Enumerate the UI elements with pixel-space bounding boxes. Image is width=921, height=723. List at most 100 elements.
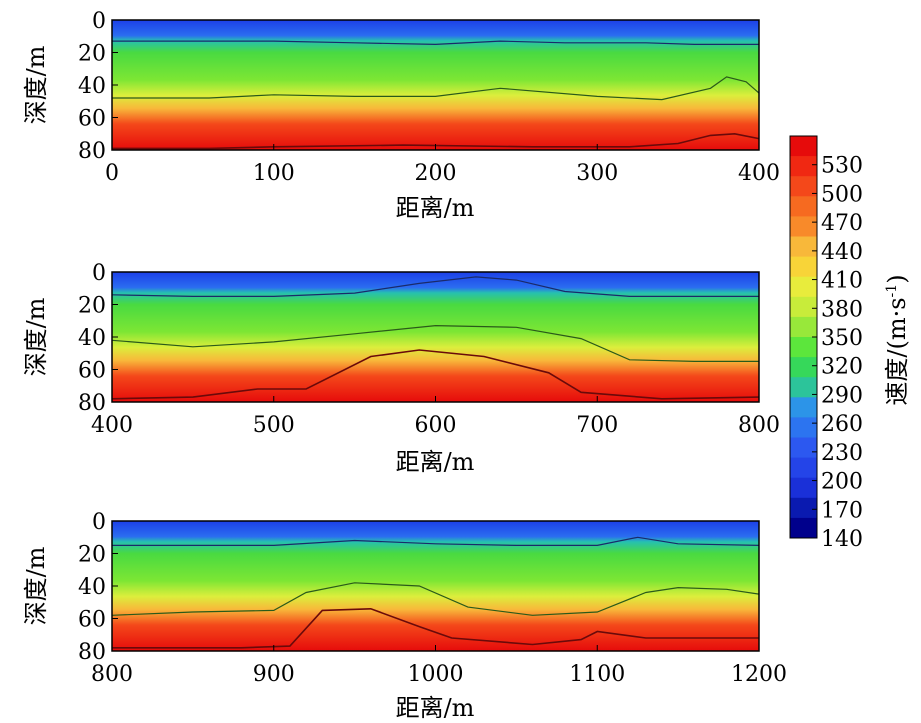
panel-2-contours	[111, 276, 760, 400]
x-tick-label: 400	[91, 413, 133, 438]
colorbar-label-sup: -1	[884, 284, 900, 298]
colorbar-swatch	[790, 357, 817, 378]
x-tick-label: 500	[253, 413, 295, 438]
colorbar-tick-label: 380	[821, 297, 863, 322]
y-tick-label: 60	[78, 359, 106, 384]
colorbar-label: 速度/(m·s-1)	[883, 274, 911, 405]
colorbar-label-close: )	[883, 274, 911, 283]
colorbar-swatch	[790, 477, 817, 499]
x-tick-label: 0	[105, 161, 119, 186]
panel-3-xlabel: 距离/m	[396, 694, 475, 722]
colorbar-swatch	[790, 397, 817, 418]
panel-2: 0 20 40 60 80 400 500 600 700 800 深度/m 距离/m	[22, 261, 780, 476]
colorbar-swatch	[790, 296, 817, 318]
colorbar-swatch	[790, 216, 817, 237]
x-tick-label: 1100	[569, 662, 625, 687]
contour-c1	[112, 40, 759, 46]
x-tick-label: 800	[91, 662, 133, 687]
panel-3-field	[112, 521, 759, 651]
y-tick-label: 20	[78, 294, 106, 319]
colorbar-swatch	[790, 196, 817, 217]
y-tick-label: 80	[78, 391, 106, 416]
panel-3-x-ticks: 800 900 1000 1100 1200	[91, 645, 787, 687]
y-tick-label: 20	[78, 42, 106, 67]
colorbar-swatch	[790, 256, 817, 278]
y-tick-label: 80	[78, 139, 106, 164]
panel-3: 0 20 40 60 80 800 900 1000 1100 1200 深度/m 距离/m	[22, 510, 787, 722]
panel-3-contours	[111, 536, 760, 649]
x-tick-label: 1200	[731, 662, 787, 687]
colorbar-tick-label: 320	[821, 355, 863, 380]
contour-c1	[111, 276, 759, 297]
panel-1-y-ticks: 0 20 40 60 80	[78, 9, 118, 164]
colorbar-tick-label: 290	[821, 383, 863, 408]
colorbar-tick-label: 530	[821, 154, 863, 179]
colorbar-swatch	[790, 377, 817, 398]
colorbar-label-main: 速度/(m·s	[883, 297, 911, 405]
colorbar-tick-label: 170	[821, 498, 863, 523]
y-tick-label: 0	[92, 510, 106, 535]
panel-2-x-ticks: 400 500 600 700 800	[91, 396, 780, 438]
panel-2-ylabel: 深度/m	[22, 297, 50, 376]
colorbar-tick-label: 350	[821, 326, 863, 351]
colorbar-tick-label: 440	[821, 240, 863, 265]
colorbar-tick-label: 500	[821, 182, 863, 207]
x-tick-label: 200	[415, 161, 457, 186]
colorbar-swatches	[790, 136, 817, 539]
contour-c2	[111, 324, 759, 362]
x-tick-label: 800	[738, 413, 780, 438]
colorbar-tick-label: 140	[821, 527, 863, 552]
panel-1-x-ticks: 0 100 200 300 400	[105, 144, 780, 186]
colorbar-tick-label: 230	[821, 441, 863, 466]
colorbar-swatch	[790, 276, 817, 298]
y-tick-label: 40	[78, 74, 106, 99]
panel-1-contours	[112, 40, 760, 150]
y-tick-label: 40	[78, 575, 106, 600]
y-tick-label: 60	[78, 608, 106, 633]
colorbar-swatch	[790, 236, 817, 258]
colorbar: 530 500 470 440 410 380 350 320 290 260 230 200 170 1…	[789, 135, 911, 552]
colorbar-tick-label: 410	[821, 269, 863, 294]
x-tick-label: 700	[576, 413, 618, 438]
x-tick-label: 300	[576, 161, 618, 186]
y-tick-label: 80	[78, 640, 106, 665]
x-tick-label: 600	[415, 413, 457, 438]
contour-c3	[112, 607, 759, 649]
colorbar-swatch	[790, 417, 817, 438]
contour-c2	[112, 76, 760, 101]
y-tick-label: 0	[92, 9, 106, 34]
panel-3-y-ticks: 0 20 40 60 80	[78, 510, 118, 665]
panel-1-field	[112, 20, 759, 150]
x-tick-label: 100	[253, 161, 295, 186]
colorbar-swatch	[790, 316, 817, 338]
panel-2-field	[112, 272, 759, 402]
contour-c1	[112, 536, 760, 546]
panel-1: 0 20 40 60 80 0 100 200 300 400 深度/m 距离/m	[22, 9, 780, 222]
colorbar-swatch	[790, 517, 817, 539]
contour-c3	[111, 349, 760, 400]
panel-2-y-ticks: 0 20 40 60 80	[78, 261, 118, 416]
panel-1-xlabel: 距离/m	[396, 194, 475, 222]
y-tick-label: 60	[78, 107, 106, 132]
colorbar-swatch	[790, 437, 817, 459]
contour-c2	[111, 582, 760, 616]
contour-c3	[112, 132, 760, 150]
colorbar-ticks: 530 500 470 440 410 380 350 320 290 260 230 200 170 1…	[812, 154, 863, 552]
colorbar-swatch	[790, 176, 817, 197]
y-tick-label: 20	[78, 543, 106, 568]
y-tick-label: 0	[92, 261, 106, 286]
colorbar-tick-label: 470	[821, 211, 863, 236]
panel-2-xlabel: 距离/m	[396, 448, 475, 476]
x-tick-label: 400	[738, 161, 780, 186]
x-tick-label: 900	[253, 662, 295, 687]
colorbar-swatch	[790, 457, 817, 479]
colorbar-swatch	[790, 136, 817, 157]
colorbar-tick-label: 200	[821, 470, 863, 495]
colorbar-swatch	[790, 156, 817, 177]
colorbar-swatch	[790, 337, 817, 358]
x-tick-label: 1000	[408, 662, 464, 687]
y-tick-label: 40	[78, 326, 106, 351]
colorbar-tick-label: 260	[821, 412, 863, 437]
panel-3-ylabel: 深度/m	[22, 546, 50, 625]
